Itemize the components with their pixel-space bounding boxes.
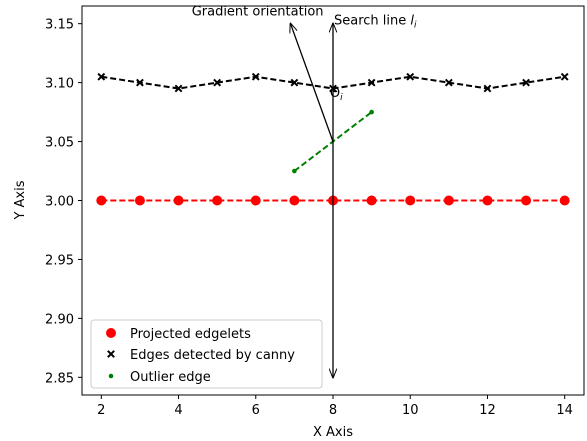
point-projected-edgelets bbox=[367, 196, 377, 206]
point-outlier-edge bbox=[292, 169, 297, 174]
point-projected-edgelets bbox=[482, 196, 492, 206]
legend-label-edges-detected-by-canny: Edges detected by canny bbox=[130, 348, 295, 363]
x-ticks: 2 4 6 8 10 12 14 bbox=[97, 395, 573, 418]
point-projected-edgelets bbox=[444, 196, 454, 206]
legend-label-outlier-edge: Outlier edge bbox=[130, 370, 211, 385]
x-tick-label: 14 bbox=[556, 403, 573, 418]
x-tick-label: 2 bbox=[97, 403, 105, 418]
x-tick-label: 4 bbox=[174, 403, 182, 418]
x-tick-label: 6 bbox=[252, 403, 260, 418]
x-axis-label: X Axis bbox=[313, 425, 353, 440]
point-projected-edgelets bbox=[521, 196, 531, 206]
gradient-orientation-label: Gradient orientation bbox=[192, 5, 324, 20]
y-tick-label: 2.95 bbox=[45, 253, 74, 268]
legend-marker-outlier-edge bbox=[109, 374, 114, 379]
legend-marker-projected-edgelets bbox=[106, 328, 116, 338]
point-projected-edgelets bbox=[289, 196, 299, 206]
point-projected-edgelets bbox=[174, 196, 184, 206]
x-tick-label: 10 bbox=[402, 403, 419, 418]
point-projected-edgelets bbox=[251, 196, 261, 206]
point-projected-edgelets bbox=[135, 196, 145, 206]
y-axis-label: Y Axis bbox=[13, 180, 28, 220]
search-line-label: Search line li bbox=[334, 14, 417, 31]
y-tick-label: 2.90 bbox=[45, 312, 74, 327]
point-projected-edgelets bbox=[560, 196, 570, 206]
y-tick-label: 3.05 bbox=[45, 136, 74, 151]
y-tick-label: 3.10 bbox=[45, 77, 74, 92]
point-projected-edgelets bbox=[405, 196, 415, 206]
y-tick-label: 2.85 bbox=[45, 371, 74, 386]
y-ticks: 2.85 2.90 2.95 3.00 3.05 3.10 3.15 bbox=[45, 18, 82, 387]
legend-label-projected-edgelets: Projected edgelets bbox=[130, 327, 251, 342]
y-tick-label: 3.15 bbox=[45, 18, 74, 33]
x-tick-label: 12 bbox=[479, 403, 496, 418]
point-outlier-edge bbox=[369, 110, 374, 115]
x-tick-label: 8 bbox=[329, 403, 337, 418]
point-projected-edgelets bbox=[212, 196, 222, 206]
legend: Projected edgelets Edges detected by cann… bbox=[91, 320, 322, 388]
y-tick-label: 3.00 bbox=[45, 195, 74, 210]
point-projected-edgelets bbox=[96, 196, 106, 206]
